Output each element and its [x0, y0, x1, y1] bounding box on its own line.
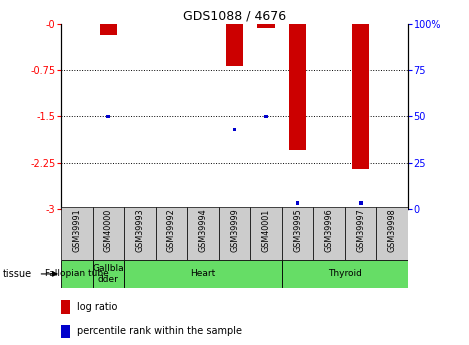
- Text: GSM39997: GSM39997: [356, 209, 365, 252]
- Text: Fallopian tube: Fallopian tube: [45, 269, 109, 278]
- Bar: [61, 207, 92, 260]
- Text: GSM39993: GSM39993: [136, 209, 144, 252]
- Bar: [61, 325, 69, 338]
- Text: GSM39999: GSM39999: [230, 209, 239, 252]
- Text: GSM39998: GSM39998: [388, 209, 397, 252]
- Bar: [345, 207, 377, 260]
- Bar: [61, 260, 92, 288]
- Text: GSM39991: GSM39991: [72, 209, 81, 252]
- Text: GSM39996: GSM39996: [325, 209, 333, 252]
- Bar: [92, 207, 124, 260]
- Text: log ratio: log ratio: [76, 302, 117, 312]
- Bar: [92, 260, 124, 288]
- Bar: [250, 207, 282, 260]
- Text: Gallbla
dder: Gallbla dder: [92, 264, 124, 284]
- Bar: [233, 128, 236, 131]
- Bar: [313, 207, 345, 260]
- Bar: [156, 207, 187, 260]
- Bar: [124, 260, 282, 288]
- Bar: [124, 207, 156, 260]
- Text: GSM40000: GSM40000: [104, 209, 113, 252]
- Bar: [359, 201, 363, 205]
- Text: GSM39995: GSM39995: [293, 209, 302, 252]
- Bar: [99, 24, 117, 34]
- Text: GSM40001: GSM40001: [262, 209, 271, 252]
- Bar: [296, 201, 300, 205]
- Title: GDS1088 / 4676: GDS1088 / 4676: [183, 10, 286, 23]
- Bar: [289, 24, 306, 150]
- Bar: [282, 207, 313, 260]
- Bar: [377, 207, 408, 260]
- Text: tissue: tissue: [2, 269, 31, 279]
- Bar: [187, 207, 219, 260]
- Bar: [282, 260, 408, 288]
- Text: Thyroid: Thyroid: [328, 269, 362, 278]
- Text: Heart: Heart: [190, 269, 216, 278]
- Bar: [257, 24, 275, 28]
- Bar: [61, 300, 69, 314]
- Bar: [264, 115, 268, 118]
- Text: GSM39994: GSM39994: [198, 209, 207, 252]
- Bar: [106, 115, 110, 118]
- Text: GSM39992: GSM39992: [167, 209, 176, 252]
- Bar: [352, 24, 370, 169]
- Bar: [226, 24, 243, 66]
- Text: percentile rank within the sample: percentile rank within the sample: [76, 326, 242, 336]
- Bar: [219, 207, 250, 260]
